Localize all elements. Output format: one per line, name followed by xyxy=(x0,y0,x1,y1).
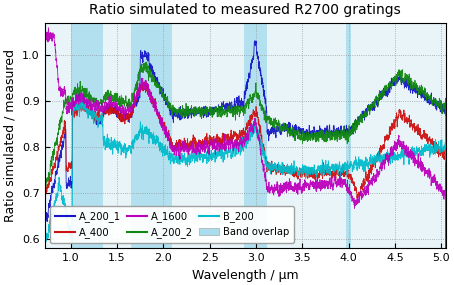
Bar xyxy=(70,23,103,248)
Bar xyxy=(131,23,173,248)
Title: Ratio simulated to measured R2700 gratings: Ratio simulated to measured R2700 gratin… xyxy=(89,3,401,17)
X-axis label: Wavelength / μm: Wavelength / μm xyxy=(192,268,299,282)
Bar xyxy=(346,23,351,248)
Bar xyxy=(244,23,267,248)
Y-axis label: Ratio simulated / measured: Ratio simulated / measured xyxy=(4,49,16,222)
Legend: A_200_1, A_400, A_1600, A_200_2, B_200, Band overlap: A_200_1, A_400, A_1600, A_200_2, B_200, … xyxy=(49,206,294,243)
